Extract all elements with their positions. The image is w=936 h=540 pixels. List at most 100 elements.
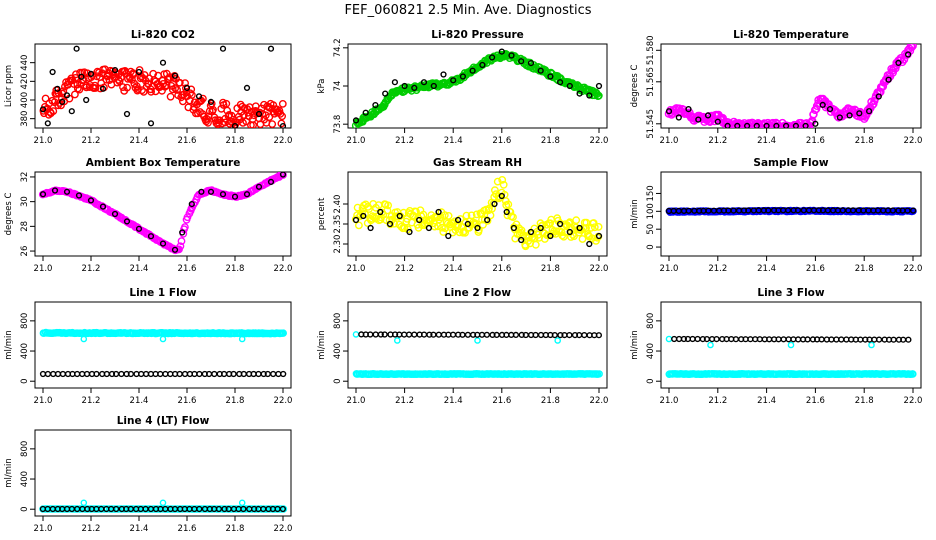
x-tick-label: 21.2: [708, 396, 727, 406]
series-avg: [352, 48, 603, 124]
data-point: [360, 212, 367, 220]
data-point: [59, 98, 66, 106]
y-tick-label: 400: [20, 471, 30, 487]
data-point: [115, 77, 124, 86]
data-point: [145, 74, 154, 83]
data-point: [546, 219, 555, 228]
y-tick-label: 400: [646, 343, 656, 359]
y-tick-label: 800: [20, 313, 30, 329]
data-point: [138, 86, 146, 95]
data-point: [179, 229, 186, 236]
data-point: [159, 240, 167, 247]
series-raw: [351, 175, 603, 251]
data-point: [763, 122, 770, 128]
data-point: [812, 120, 819, 127]
data-point: [707, 341, 714, 349]
data-point: [464, 331, 472, 338]
data-point: [576, 224, 583, 232]
data-point: [211, 370, 218, 378]
data-point: [416, 216, 423, 224]
data-point: [595, 82, 603, 90]
y-tick-label: 2.35: [333, 215, 343, 234]
x-tick-label: 21.8: [226, 264, 245, 274]
series-spikes: [80, 499, 246, 507]
data-point: [352, 117, 360, 124]
data-point: [215, 505, 223, 513]
y-axis-label: Licor ppm: [4, 65, 14, 107]
data-point: [63, 188, 71, 195]
data-point: [188, 201, 195, 208]
data-point: [159, 499, 167, 507]
series-avg: [665, 51, 912, 128]
data-point: [685, 105, 692, 113]
x-tick-label: 22.0: [590, 396, 609, 406]
data-point: [895, 59, 902, 67]
points-layer: [39, 45, 287, 128]
data-point: [566, 82, 573, 90]
data-point: [80, 335, 88, 343]
series-line: [671, 335, 912, 343]
data-point: [537, 67, 544, 74]
data-point: [111, 210, 119, 218]
data-point: [787, 341, 795, 349]
data-point: [99, 85, 107, 92]
data-point: [406, 331, 413, 338]
data-point: [846, 112, 853, 119]
x-tick-label: 21.0: [347, 136, 366, 146]
data-point: [186, 89, 195, 98]
y-tick-label: 2.30: [333, 235, 343, 254]
data-point: [489, 54, 496, 61]
data-point: [868, 100, 877, 110]
data-point: [175, 78, 184, 87]
series-raw: [351, 50, 603, 128]
chart-panel-ambient: Ambient Box Temperature degrees C 21.0 21.2…: [4, 157, 292, 274]
data-point: [195, 93, 203, 100]
data-point: [183, 213, 192, 222]
data-point: [802, 122, 809, 128]
data-point: [162, 370, 169, 378]
data-point: [445, 232, 452, 240]
y-axis-label: ml/min: [630, 330, 640, 360]
data-point: [93, 370, 100, 378]
x-tick-label: 22.0: [274, 264, 293, 274]
data-point: [207, 188, 215, 195]
data-point: [508, 52, 515, 59]
series-avg: [665, 207, 917, 215]
y-tick-label: 32: [20, 172, 30, 183]
data-point: [795, 336, 802, 343]
x-tick-label: 22.0: [904, 264, 923, 274]
data-point: [537, 331, 545, 339]
data-point: [384, 201, 392, 210]
points-layer: [351, 48, 603, 128]
data-point: [511, 234, 520, 243]
data-point: [875, 336, 883, 343]
chart-title: Li-820 Temperature: [733, 29, 849, 41]
y-axis-label: ml/min: [317, 330, 327, 360]
data-point: [279, 329, 287, 337]
y-tick-label: 0: [333, 378, 343, 383]
data-point: [544, 231, 553, 240]
data-point: [135, 225, 143, 232]
data-point: [123, 110, 131, 118]
data-point: [367, 224, 374, 232]
data-point: [177, 237, 186, 246]
data-point: [907, 44, 916, 52]
data-point: [354, 221, 363, 230]
data-point: [905, 336, 912, 343]
data-point: [279, 505, 287, 513]
data-point: [39, 106, 47, 113]
data-point: [527, 228, 535, 236]
plot-frame: [34, 43, 292, 129]
y-tick-label: 2.40: [333, 195, 343, 214]
data-point: [491, 200, 498, 208]
data-point: [734, 122, 741, 128]
series-raw: [39, 65, 287, 128]
data-point: [509, 213, 517, 222]
x-tick-label: 21.0: [34, 264, 53, 274]
data-point: [279, 123, 287, 128]
data-point: [493, 177, 502, 186]
data-point: [745, 207, 752, 214]
data-point: [479, 220, 487, 229]
y-tick-label: 26: [20, 246, 30, 257]
